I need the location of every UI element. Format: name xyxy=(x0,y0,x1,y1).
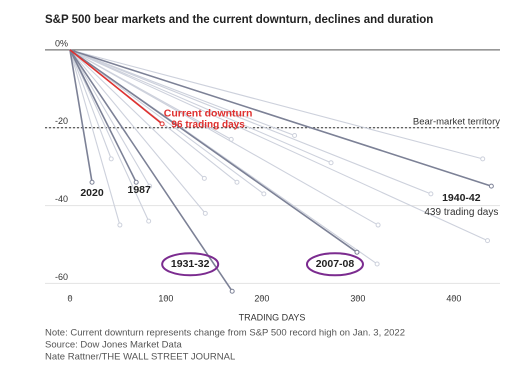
series-sublabel: 96 trading days xyxy=(171,119,245,130)
end-dot xyxy=(261,191,267,197)
end-dot xyxy=(354,249,360,255)
series-line xyxy=(69,49,163,125)
y-tick-label: 0% xyxy=(55,38,68,48)
series-label: 2007-08 xyxy=(316,258,355,270)
end-dot xyxy=(480,156,486,162)
y-tick-label: -20 xyxy=(55,116,68,126)
series-line xyxy=(69,49,137,183)
end-dot xyxy=(488,183,494,189)
end-dot xyxy=(234,179,240,185)
series-label: 1931-32 xyxy=(171,258,210,270)
x-axis-label: TRADING DAYS xyxy=(239,312,306,322)
series-line xyxy=(69,49,265,195)
end-dot xyxy=(375,222,381,228)
series-line xyxy=(69,49,93,183)
x-tick-label: 0 xyxy=(67,293,72,303)
y-tick-label: -60 xyxy=(55,272,68,282)
x-tick-label: 100 xyxy=(158,293,173,303)
note: Nate Rattner/THE WALL STREET JOURNAL xyxy=(45,352,235,363)
series-line xyxy=(69,49,358,253)
end-dot xyxy=(374,261,380,267)
end-dot xyxy=(328,160,334,166)
x-tick-label: 300 xyxy=(350,293,365,303)
end-dot xyxy=(201,175,207,181)
series-label: 1987 xyxy=(128,184,152,196)
end-dot xyxy=(147,183,153,189)
end-dot xyxy=(159,121,165,127)
chart-title: S&P 500 bear markets and the current dow… xyxy=(45,14,433,26)
end-dot xyxy=(133,179,139,185)
end-dot xyxy=(89,179,95,185)
series-line xyxy=(69,49,206,214)
series-line xyxy=(69,49,432,195)
series-line xyxy=(69,49,233,292)
end-dot xyxy=(117,222,123,228)
end-dot xyxy=(229,288,235,294)
series-line xyxy=(69,49,295,137)
series-line xyxy=(69,49,483,160)
highlight-ring xyxy=(161,252,220,277)
highlight-ring xyxy=(305,252,364,277)
end-dot xyxy=(202,210,208,216)
series-label: Current downturn xyxy=(164,108,253,120)
series-line xyxy=(69,49,150,222)
end-dot xyxy=(292,133,298,139)
series-label: 2020 xyxy=(80,187,104,199)
series-line xyxy=(69,49,488,242)
end-dot xyxy=(428,191,434,197)
note: Source: Dow Jones Market Data xyxy=(45,340,182,351)
end-dot xyxy=(146,218,152,224)
x-tick-label: 400 xyxy=(446,293,461,303)
end-dot xyxy=(108,156,114,162)
end-dot xyxy=(485,238,491,244)
series-line xyxy=(69,49,379,226)
series-sublabel: 439 trading days xyxy=(424,207,498,218)
series-line xyxy=(69,49,492,187)
series-line xyxy=(69,49,112,160)
series-label: 1940-42 xyxy=(442,192,481,204)
note: Note: Current downturn represents change… xyxy=(45,328,405,339)
series-line xyxy=(69,49,151,187)
series-line xyxy=(69,49,121,226)
series-line xyxy=(69,49,332,164)
threshold-label: Bear-market territory xyxy=(413,116,500,127)
series-line xyxy=(69,49,205,179)
x-tick-label: 200 xyxy=(254,293,269,303)
y-tick-label: -40 xyxy=(55,194,68,204)
